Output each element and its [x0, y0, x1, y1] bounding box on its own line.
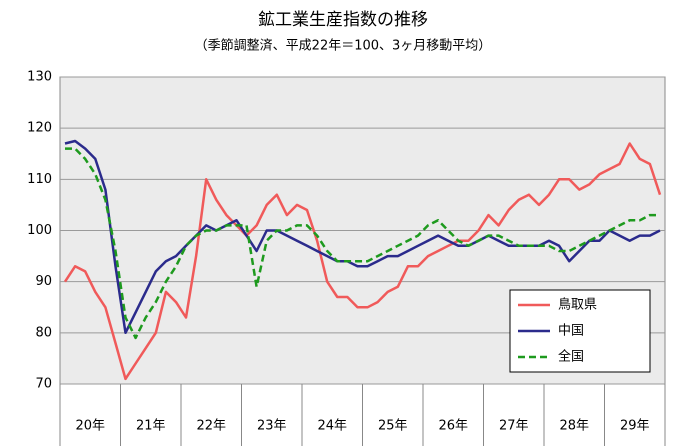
y-tick-label: 120: [27, 121, 52, 136]
x-tick-label: 20年: [75, 419, 105, 434]
x-tick-label: 24年: [317, 419, 347, 434]
legend-label: 中国: [558, 324, 584, 339]
x-tick-label: 27年: [499, 419, 529, 434]
y-tick-label: 70: [35, 377, 52, 392]
x-tick-label: 23年: [257, 419, 287, 434]
x-tick-label: 29年: [620, 419, 650, 434]
legend-label: 鳥取県: [558, 298, 597, 313]
x-tick-label: 25年: [378, 419, 408, 434]
x-tick-label: 21年: [136, 419, 166, 434]
y-tick-label: 80: [35, 325, 52, 340]
y-tick-label: 90: [35, 274, 52, 289]
x-tick-label: 26年: [438, 419, 468, 434]
y-tick-label: 100: [27, 223, 52, 238]
x-tick-label: 22年: [196, 419, 226, 434]
legend-label: 全国: [558, 349, 584, 365]
series-line: [65, 147, 660, 340]
chart-subtitle: （季節調整済、平成22年＝100、3ヶ月移動平均）: [195, 38, 492, 54]
series-line: [64, 139, 661, 335]
y-tick-label: 110: [27, 172, 52, 187]
y-tick-label: 130: [27, 70, 52, 85]
x-tick-label: 28年: [559, 419, 589, 434]
chart-title: 鉱工業生産指数の推移: [258, 10, 428, 30]
series-line: [63, 142, 662, 381]
